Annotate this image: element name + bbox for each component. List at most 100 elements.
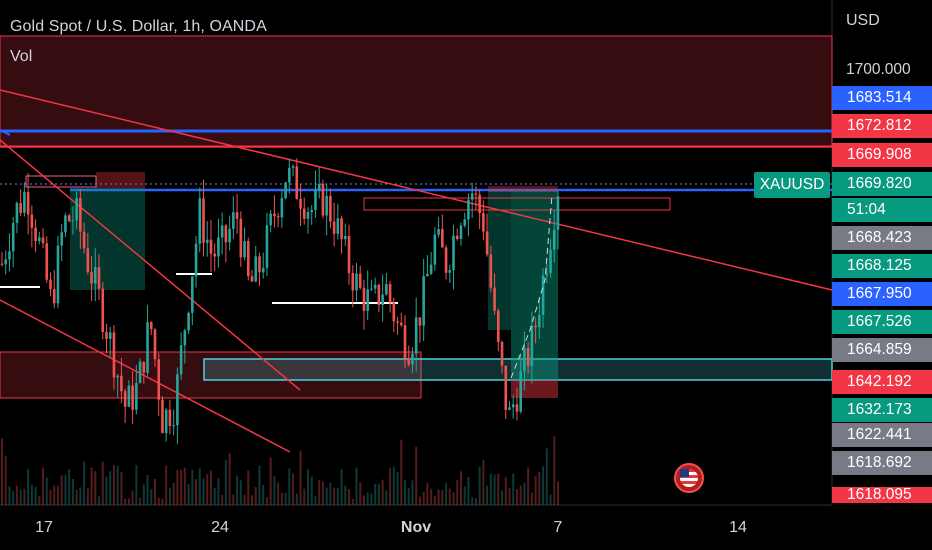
volume-bar: [209, 470, 212, 505]
volume-bar: [463, 486, 466, 505]
candle-body: [191, 276, 194, 313]
volume-bar: [422, 491, 425, 505]
candle-body: [351, 273, 355, 291]
candle-body: [347, 236, 351, 274]
candle-body: [49, 279, 52, 290]
candle-body: [276, 216, 280, 218]
candle-body: [23, 192, 26, 213]
candle-body: [153, 329, 157, 360]
volume-bar: [310, 476, 313, 505]
volume-bar: [321, 481, 324, 505]
candle-body: [474, 193, 478, 195]
volume-bar: [333, 487, 336, 505]
candle-body: [355, 273, 358, 291]
candle-body: [164, 409, 168, 434]
volume-bar: [497, 473, 500, 505]
candle-body: [366, 289, 369, 311]
volume-bar: [98, 496, 101, 505]
candle-body: [545, 273, 549, 276]
volume-bar: [239, 480, 242, 505]
volume-bar: [542, 466, 545, 505]
volume-bar: [165, 465, 168, 505]
volume-bar: [501, 490, 504, 505]
candle-body: [482, 213, 485, 232]
candle-body: [437, 229, 440, 235]
volume-bar: [71, 478, 74, 505]
volume-bar: [280, 492, 283, 505]
candle-body: [519, 371, 522, 412]
candle-body: [288, 167, 291, 183]
candle-body: [228, 228, 231, 243]
volume-bar: [221, 494, 224, 505]
candle-body: [496, 310, 500, 343]
volume-bar: [247, 470, 250, 505]
volume-bar: [49, 489, 52, 505]
candle-body: [41, 237, 45, 244]
volume-indicator-label[interactable]: Vol: [10, 48, 33, 65]
candle-body: [30, 214, 34, 228]
volume-bar: [228, 453, 231, 505]
volume-bar: [30, 484, 33, 505]
position-stop: [488, 186, 558, 192]
candle-body: [232, 212, 235, 229]
currency-label: USD: [846, 12, 880, 29]
volume-bar: [351, 498, 354, 505]
candle-body: [71, 220, 75, 222]
volume-bar: [258, 465, 261, 505]
volume-bar: [515, 488, 518, 505]
volume-bar: [467, 477, 470, 505]
candle-body: [314, 190, 317, 210]
price-axis-label: 1667.526: [832, 310, 932, 334]
candle-body: [108, 332, 112, 339]
long-position-stop: [96, 172, 145, 188]
candle-body: [176, 374, 179, 426]
candle-body: [448, 270, 452, 273]
volume-bar: [157, 498, 160, 505]
volume-bar: [407, 488, 410, 505]
candle-body: [179, 345, 183, 375]
candle-body: [224, 225, 228, 243]
price-axis-label: 1683.514: [832, 86, 932, 110]
candle-body: [396, 321, 399, 323]
candle-body: [485, 231, 489, 255]
candle-body: [101, 288, 105, 332]
candle-body: [205, 239, 209, 243]
volume-bar: [415, 446, 418, 505]
candle-body: [284, 182, 287, 199]
volume-bar: [366, 492, 369, 505]
volume-bar: [135, 465, 138, 505]
candle-body: [105, 331, 108, 339]
candle-body: [459, 225, 463, 240]
candle-body: [452, 235, 455, 271]
candle-body: [385, 284, 388, 295]
volume-bar: [340, 469, 343, 505]
volume-bar: [153, 478, 156, 505]
candle-body: [157, 359, 161, 400]
volume-bar: [116, 465, 119, 505]
candle-body: [187, 312, 190, 331]
volume-bar: [288, 468, 291, 505]
volume-bar: [142, 484, 145, 505]
candle-body: [168, 409, 172, 426]
volume-bar: [426, 482, 429, 505]
candle-body: [250, 276, 254, 282]
volume-bar: [512, 473, 515, 505]
candle-body: [399, 322, 403, 326]
candle-body: [269, 213, 272, 226]
volume-bar: [538, 472, 541, 505]
volume-bar: [12, 491, 15, 505]
candle-body: [60, 232, 64, 246]
price-axis-label: 1622.441: [832, 423, 932, 447]
price-axis-label: 1667.950: [832, 282, 932, 306]
candle-body: [146, 322, 149, 373]
candle-body: [344, 236, 347, 240]
volume-bar: [459, 471, 462, 505]
volume-bar: [101, 461, 104, 505]
volume-bar: [19, 489, 22, 505]
candle-body: [220, 225, 224, 238]
candle-body: [422, 276, 425, 326]
us-flag-icon[interactable]: [674, 463, 704, 493]
candle-body: [362, 287, 366, 311]
candle-body: [508, 407, 511, 410]
